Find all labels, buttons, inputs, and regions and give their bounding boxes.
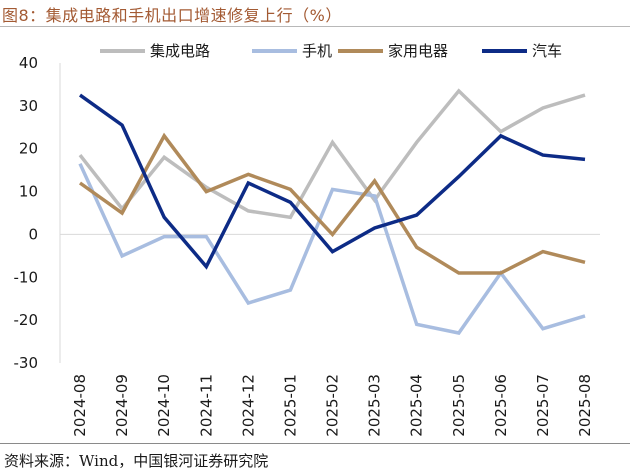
x-tick-label: 2025-05: [450, 374, 468, 437]
x-tick-label: 2025-08: [576, 374, 594, 437]
series-line-手机: [78, 162, 586, 335]
y-tick-label: 0: [28, 225, 38, 243]
x-tick-label: 2024-11: [197, 374, 215, 437]
x-tick-label: 2025-03: [366, 374, 384, 437]
y-tick-label: -30: [14, 354, 39, 372]
series-line-汽车: [78, 93, 586, 270]
y-tick-label: 40: [19, 54, 38, 72]
x-tick-label: 2024-12: [239, 374, 257, 437]
source-note: 资料来源：Wind，中国银河证券研究院: [4, 452, 269, 470]
y-tick-label: -10: [14, 268, 39, 286]
y-tick-label: 30: [19, 97, 38, 115]
legend-label: 家用电器: [388, 42, 448, 60]
series-group: [78, 88, 586, 335]
series-line-家用电器: [78, 132, 586, 275]
x-tick-label: 2025-07: [534, 374, 552, 437]
title-divider: [0, 26, 630, 27]
legend: 集成电路 手机 家用电器 汽车: [100, 42, 562, 60]
y-tick-label: 10: [19, 183, 38, 201]
x-tick-label: 2025-02: [324, 374, 342, 437]
source-divider: [0, 443, 630, 444]
legend-label: 手机: [302, 42, 332, 60]
axes: -30 -20 -10 0 10 20 30 40 2024-08 2024-09 2024-10 2…: [14, 54, 600, 437]
x-tick-label: 2024-08: [71, 374, 89, 437]
chart-title: 图8：集成电路和手机出口增速修复上行（%）: [2, 6, 342, 25]
series-line-集成电路: [78, 88, 586, 220]
x-tick-label: 2025-01: [281, 374, 299, 437]
x-tick-label: 2024-10: [155, 374, 173, 437]
x-tick-label: 2024-09: [113, 374, 131, 437]
y-tick-label: 20: [19, 140, 38, 158]
legend-label: 汽车: [532, 42, 562, 60]
x-tick-label: 2025-06: [492, 374, 510, 437]
x-tick-label: 2025-04: [408, 374, 426, 437]
legend-label: 集成电路: [150, 42, 210, 60]
y-tick-label: -20: [14, 311, 39, 329]
